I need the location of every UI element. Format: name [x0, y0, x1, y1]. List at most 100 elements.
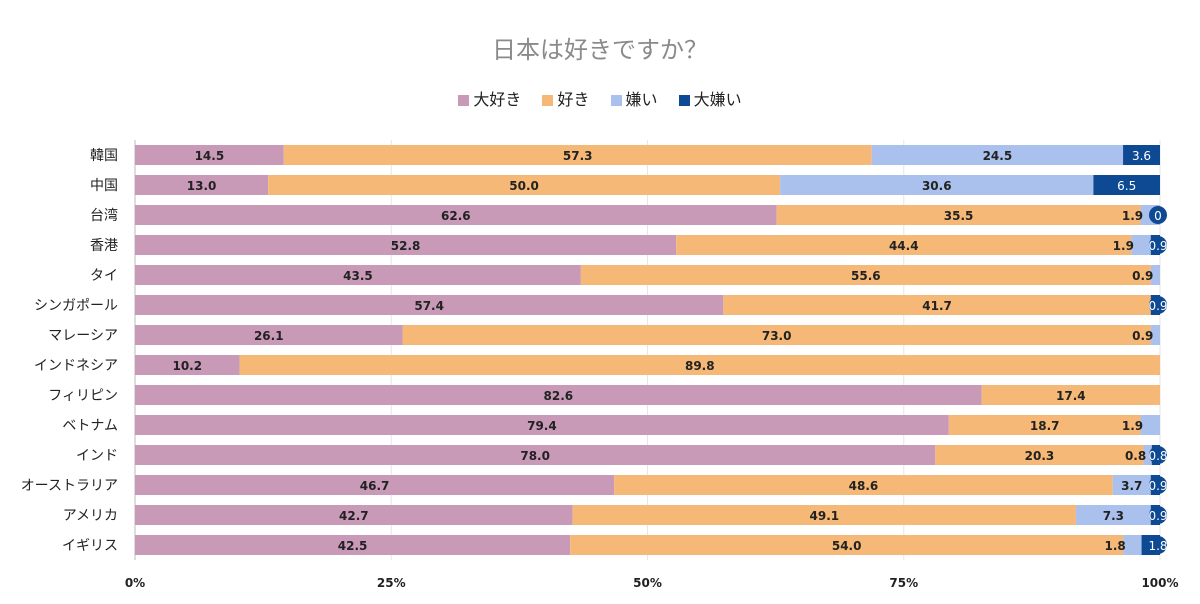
bar-segment	[723, 295, 1151, 315]
data-label: 13.0	[187, 179, 217, 193]
x-tick-label: 50%	[633, 576, 662, 590]
data-label-bubble	[1149, 476, 1167, 494]
y-tick-label: ベトナム	[62, 418, 118, 434]
y-tick-label: オーストラリア	[21, 478, 118, 494]
bar-segment	[871, 145, 1124, 165]
data-label: 24.5	[983, 149, 1013, 163]
bar-segment	[1093, 175, 1160, 195]
data-label: 10.2	[172, 359, 202, 373]
legend-swatch	[678, 95, 690, 106]
data-label: 82.6	[544, 389, 574, 403]
data-label: 0.9	[1148, 239, 1167, 253]
data-label: 57.3	[563, 149, 593, 163]
data-label: 79.4	[527, 419, 557, 433]
bar-segment	[572, 505, 1076, 525]
bar-segment	[614, 475, 1113, 495]
bar-segment	[948, 415, 1141, 435]
y-tick-label: 台湾	[90, 207, 118, 224]
legend-label: 嫌い	[625, 90, 658, 109]
data-label: 0.9	[1148, 509, 1167, 523]
data-label: 73.0	[762, 329, 792, 343]
y-tick-label: インド	[76, 448, 118, 464]
bar-segment	[1150, 265, 1160, 285]
y-tick-label: イギリス	[62, 538, 118, 554]
bar-segment	[135, 235, 677, 255]
y-tick-label: シンガポール	[34, 298, 118, 314]
data-label: 57.4	[414, 299, 444, 313]
data-label-bubble	[1149, 206, 1167, 224]
data-label: 1.9	[1122, 209, 1143, 223]
data-label: 0.8	[1148, 449, 1167, 463]
bar-segment	[135, 205, 777, 225]
bar-segment	[776, 205, 1141, 225]
y-tick-label: タイ	[90, 268, 118, 284]
bar-segment	[1123, 535, 1142, 555]
bar-segment	[135, 295, 724, 315]
chart-title: 日本は好きですか？	[492, 36, 708, 64]
x-tick-label: 100%	[1141, 576, 1178, 590]
bar-segment	[135, 175, 269, 195]
data-label: 52.8	[391, 239, 421, 253]
bar-segment	[135, 385, 982, 405]
legend-swatch	[542, 95, 554, 106]
y-tick-label: インドネシア	[34, 358, 118, 374]
y-tick-label: アメリカ	[63, 508, 118, 524]
bar-segment	[135, 445, 936, 465]
bar-segment	[135, 415, 949, 435]
y-tick-label: 中国	[90, 178, 118, 194]
data-label-bubble	[1149, 506, 1167, 524]
data-label: 89.8	[685, 359, 715, 373]
data-label: 3.6	[1132, 149, 1151, 163]
legend-label: 大好き	[473, 90, 522, 109]
y-tick-label: マレーシア	[48, 328, 118, 344]
bar-segment	[1123, 145, 1160, 165]
data-label-bubble	[1149, 536, 1167, 554]
data-label: 48.6	[849, 479, 879, 493]
legend-swatch	[458, 95, 470, 106]
data-label: 0.9	[1132, 329, 1153, 343]
data-label: 14.5	[195, 149, 225, 163]
bar-segment	[676, 235, 1132, 255]
bar-segment	[135, 145, 284, 165]
data-label: 46.7	[360, 479, 390, 493]
bar-segment	[268, 175, 781, 195]
bar-segment	[1150, 325, 1160, 345]
data-label: 62.6	[441, 209, 471, 223]
bar-segment	[283, 145, 872, 165]
data-label: 1.8	[1105, 539, 1126, 553]
data-label: 78.0	[520, 449, 550, 463]
data-label: 1.9	[1113, 239, 1134, 253]
data-label: 55.6	[851, 269, 881, 283]
bar-segment	[935, 445, 1144, 465]
data-label: 42.5	[338, 539, 368, 553]
bar-segment	[135, 265, 581, 285]
data-label: 50.0	[509, 179, 539, 193]
data-label: 42.7	[339, 509, 369, 523]
data-label: 26.1	[254, 329, 284, 343]
data-label: 0.8	[1125, 449, 1146, 463]
legend: 大好き 好き 嫌い 大嫌い	[0, 86, 1200, 110]
data-label: 30.6	[922, 179, 952, 193]
x-tick-label: 25%	[377, 576, 406, 590]
bar-segment	[1075, 505, 1151, 525]
data-label: 49.1	[810, 509, 840, 523]
bar-segment	[981, 385, 1160, 405]
bar-segment	[135, 535, 571, 555]
data-label: 3.7	[1121, 479, 1142, 493]
bar-segment	[135, 325, 403, 345]
data-label: 18.7	[1030, 419, 1060, 433]
data-label-bubble	[1149, 296, 1167, 314]
data-label: 0.9	[1148, 299, 1167, 313]
bar-segment	[402, 325, 1151, 345]
legend-item: 好き	[542, 86, 589, 110]
data-label: 41.7	[922, 299, 952, 313]
bar-segment	[780, 175, 1094, 195]
data-label: 35.5	[944, 209, 974, 223]
y-tick-label: フィリピン	[48, 388, 118, 404]
legend-swatch	[610, 95, 622, 106]
bar-segment	[1112, 475, 1151, 495]
x-tick-label: 0%	[125, 576, 145, 590]
x-tick-label: 75%	[889, 576, 918, 590]
bar-segment	[580, 265, 1151, 285]
